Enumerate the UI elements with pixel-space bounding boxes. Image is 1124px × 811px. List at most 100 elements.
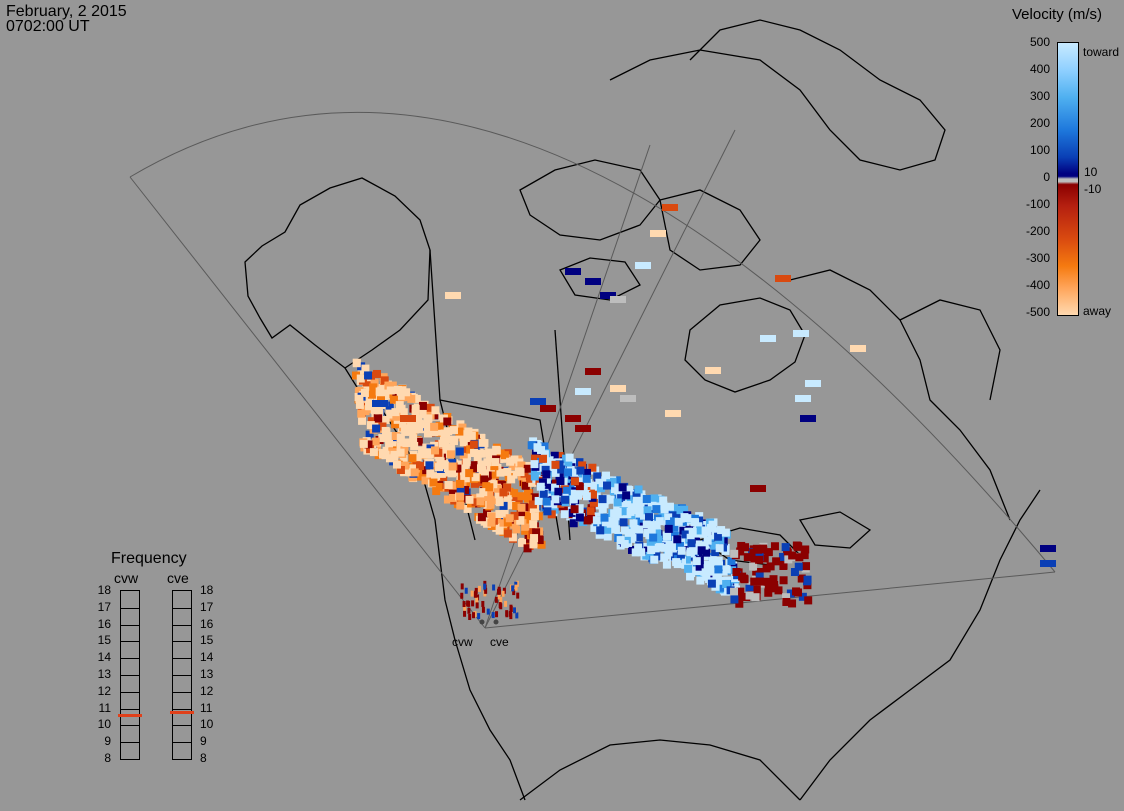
echo-cell — [695, 512, 704, 521]
echo-cell — [381, 415, 390, 424]
echo-cell — [386, 410, 395, 419]
echo-cell — [690, 518, 699, 527]
echo-cell — [662, 204, 678, 211]
echo-cell — [418, 450, 427, 459]
echo-cell — [707, 579, 716, 588]
echo-cell — [471, 461, 480, 470]
echo-cell — [803, 575, 812, 584]
echo-cell — [575, 513, 584, 522]
echo-cell — [730, 549, 739, 558]
freq-tick-label: 13 — [97, 667, 111, 681]
echo-cell — [547, 510, 556, 519]
echo-cell — [520, 469, 529, 478]
echo-cell — [630, 524, 639, 533]
echo-cell — [570, 468, 579, 477]
echo-cell — [658, 512, 667, 521]
echo-cell — [501, 590, 505, 597]
echo-cell — [383, 433, 392, 442]
echo-cell — [385, 405, 394, 414]
echo-cell — [695, 516, 704, 525]
echo-cell — [650, 494, 659, 503]
velocity-tick-label: 400 — [1029, 62, 1050, 76]
echo-cell — [622, 491, 631, 500]
velocity-tick-label: 100 — [1029, 143, 1050, 157]
echo-cell — [411, 404, 420, 413]
echo-cell — [485, 489, 494, 498]
echo-cell — [590, 481, 599, 490]
echo-cell — [687, 539, 696, 548]
echo-cell — [372, 400, 388, 407]
echo-cell — [449, 426, 458, 435]
velocity-tick-label: 300 — [1029, 89, 1050, 103]
echo-cell — [477, 613, 481, 620]
echo-cell — [460, 583, 464, 590]
echo-cell — [443, 417, 452, 426]
echo-cell — [422, 443, 431, 452]
velocity-tick-label: -400 — [1025, 278, 1050, 292]
echo-cell — [798, 592, 807, 601]
echo-cell — [560, 510, 569, 519]
echo-cell — [393, 442, 402, 451]
echo-cell — [756, 577, 765, 586]
echo-cell — [770, 542, 779, 551]
echo-cell — [515, 580, 519, 587]
echo-cell — [538, 478, 547, 487]
echo-cell — [385, 454, 394, 463]
echo-cell — [556, 477, 565, 486]
echo-cell — [665, 410, 681, 417]
echo-cell — [613, 503, 622, 512]
echo-cell — [516, 468, 525, 477]
echo-cell — [504, 600, 508, 607]
echo-cell — [410, 441, 419, 450]
echo-cell — [512, 525, 521, 534]
echo-cell — [415, 424, 424, 433]
echo-cell — [764, 548, 773, 557]
echo-cell — [613, 507, 622, 516]
echo-cell — [516, 592, 520, 599]
echo-cell — [355, 386, 364, 395]
echo-cell — [675, 541, 684, 550]
echo-cell — [365, 430, 374, 439]
echo-cell — [509, 470, 518, 479]
echo-cell — [795, 553, 804, 562]
echo-cell — [792, 587, 801, 596]
echo-cell — [750, 555, 759, 564]
echo-cell — [441, 461, 450, 470]
echo-cell — [437, 469, 446, 478]
freq-marker — [118, 714, 142, 718]
echo-cell — [778, 552, 787, 561]
echo-cell — [601, 471, 610, 480]
velocity-tick-label: -100 — [1025, 197, 1050, 211]
echo-cell — [378, 422, 387, 431]
echo-cell — [392, 460, 401, 469]
echo-cell — [357, 409, 366, 418]
echo-cell — [542, 470, 551, 479]
echo-cell — [467, 600, 471, 607]
legend-title: Velocity (m/s) — [1012, 6, 1103, 23]
echo-cell — [701, 568, 710, 577]
echo-cell — [484, 587, 488, 594]
echo-cell — [782, 593, 791, 602]
echo-cell — [476, 433, 485, 442]
echo-cell — [463, 604, 467, 611]
echo-cell — [436, 457, 445, 466]
echo-cell — [598, 479, 607, 488]
echo-cell — [708, 531, 717, 540]
echo-cell — [629, 506, 638, 515]
echo-cell — [631, 548, 640, 557]
echo-cell — [788, 551, 797, 560]
echo-cell — [550, 505, 559, 514]
echo-cell — [755, 572, 764, 581]
echo-cell — [479, 488, 488, 497]
echo-cell — [688, 527, 697, 536]
echo-cell — [370, 378, 379, 387]
echo-cell — [495, 526, 504, 535]
echo-cell — [564, 468, 573, 477]
echo-cell — [565, 453, 574, 462]
echo-cell — [775, 275, 791, 282]
echo-cell — [610, 296, 626, 303]
echo-cell — [804, 596, 813, 605]
echo-cell — [555, 460, 564, 469]
echo-cell — [500, 508, 509, 517]
